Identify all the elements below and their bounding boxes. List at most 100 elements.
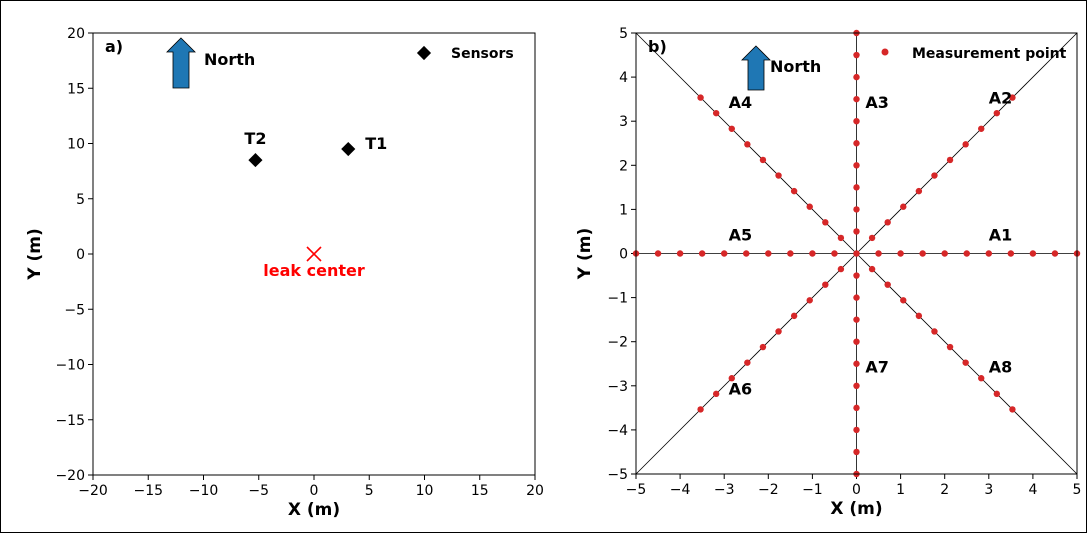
measurement-point [1029,250,1037,257]
y-tick-label: 1 [619,202,628,218]
x-tick-label: 3 [984,482,993,498]
measurement-point [809,250,816,257]
measurement-point [853,73,860,81]
transect-label: A8 [989,358,1013,377]
y-tick-label: 5 [76,192,85,208]
panel-b-ticks: −5 −4 −3 −2 −1 0 1 2 3 4 5 −5 −4 −3 −2 −1 0 1 2 3 4 5 [607,26,1081,498]
legend-diamond-icon [416,45,432,61]
y-tick-label: 0 [76,247,85,263]
transect-label: A1 [989,225,1013,244]
measurement-point [806,203,813,210]
x-tick-label: 5 [1073,482,1082,498]
measurement-point [993,390,1001,398]
measurement-point [978,125,985,132]
y-tick-label: 10 [67,137,85,153]
measurement-point [963,250,970,257]
measurement-point [900,203,907,210]
x-tick-label: 1 [896,482,905,498]
sensor-label: T2 [244,129,266,148]
measurement-point [853,404,860,412]
measurement-point [712,109,720,117]
measurement-point [712,390,720,398]
panel-a-marks: T1 T2 leak center [244,129,387,280]
north-arrow-icon [741,45,771,91]
measurement-point [853,118,860,125]
measurement-point [875,250,882,257]
measurement-point [831,250,838,257]
sensor-label: T1 [365,134,387,153]
sensor-marker [341,141,356,157]
x-tick-label: −15 [133,483,163,499]
measurement-point [806,297,813,304]
measurement-point [853,184,860,191]
panel-a-north-arrow: North [166,37,255,89]
y-tick-label: −10 [55,358,85,374]
measurement-point [985,250,992,257]
measurement-point [853,316,860,323]
measurement-point [941,250,948,257]
measurement-point [919,250,926,257]
measurement-point [962,359,969,366]
panel-a-legend: Sensors [416,45,514,62]
measurement-point [931,328,938,335]
measurement-point [775,172,782,179]
measurement-point [837,234,845,242]
leak-marker [306,246,322,262]
measurement-point [759,156,767,164]
panel-b-y-axis-label: Y (m) [575,228,595,280]
transect-label: A6 [729,380,753,399]
panel-a: −20 −15 −10 −5 0 5 10 15 20 −20 −15 −10 −5 0 5 10 15 20 T… [25,26,544,520]
y-tick-label: 4 [619,70,628,86]
measurement-point [1007,250,1015,257]
measurement-point [853,426,860,434]
measurement-point [728,375,735,382]
measurement-point [698,250,706,257]
measurement-point [765,250,772,257]
y-tick-label: −5 [607,467,628,483]
panel-a-ticks: −20 −15 −10 −5 0 5 10 15 20 −20 −15 −10 −5 0 5 10 15 20 [55,26,543,499]
x-tick-label: −3 [714,482,735,498]
measurement-point [853,51,860,59]
y-tick-label: −2 [607,335,628,351]
legend-dot-icon [881,48,889,56]
x-tick-label: −10 [189,483,219,499]
measurement-point [744,141,751,148]
measurement-point [962,141,969,148]
measurement-point [853,294,860,301]
panel-b-marks: A1 A2 A3 A4 A5 A6 A7 A8 [632,29,1081,478]
panel-b-label: b) [648,37,667,56]
panel-a-legend-label: Sensors [451,46,514,62]
measurement-point [900,297,907,304]
measurement-point [897,250,904,257]
y-tick-label: −1 [607,291,628,307]
measurement-point [676,250,684,257]
transect-label: A7 [865,358,889,377]
x-tick-label: −1 [802,482,823,498]
measurement-point [790,187,798,195]
transect-label: A3 [865,93,889,112]
north-arrow-icon [166,37,196,89]
measurement-point [775,328,782,335]
measurement-point [654,250,662,257]
measurement-point [853,206,860,213]
panel-a-y-axis-label: Y (m) [25,228,45,280]
panel-a-x-axis-label: X (m) [288,500,340,520]
measurement-point [868,265,876,273]
measurement-point [946,343,954,351]
x-tick-label: 15 [471,483,489,499]
y-tick-label: 3 [619,114,628,130]
panel-a-north-label: North [204,50,255,69]
measurement-point [853,140,860,147]
measurement-point [853,95,860,103]
y-tick-label: 15 [67,81,85,97]
measurement-point [853,250,860,257]
measurement-point [1009,406,1016,413]
measurement-point [822,219,829,226]
transect-label: A4 [729,93,753,112]
panel-a-label: a) [105,37,123,56]
y-tick-label: −15 [55,413,85,429]
measurement-point [884,219,891,226]
measurement-point [853,382,860,389]
